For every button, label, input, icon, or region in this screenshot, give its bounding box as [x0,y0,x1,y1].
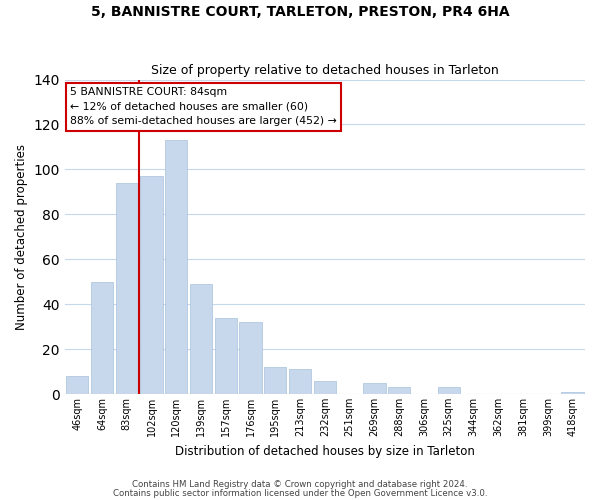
Bar [314,380,336,394]
Bar [116,183,138,394]
Bar [91,282,113,394]
Bar [562,392,584,394]
Bar [264,367,286,394]
Bar [437,388,460,394]
Bar [289,370,311,394]
Bar [165,140,187,394]
Text: Contains public sector information licensed under the Open Government Licence v3: Contains public sector information licen… [113,488,487,498]
Bar [388,388,410,394]
Text: Contains HM Land Registry data © Crown copyright and database right 2024.: Contains HM Land Registry data © Crown c… [132,480,468,489]
Title: Size of property relative to detached houses in Tarleton: Size of property relative to detached ho… [151,64,499,77]
Y-axis label: Number of detached properties: Number of detached properties [15,144,28,330]
Text: 5 BANNISTRE COURT: 84sqm
← 12% of detached houses are smaller (60)
88% of semi-d: 5 BANNISTRE COURT: 84sqm ← 12% of detach… [70,88,337,126]
Bar [215,318,237,394]
Bar [66,376,88,394]
Bar [363,383,386,394]
X-axis label: Distribution of detached houses by size in Tarleton: Distribution of detached houses by size … [175,444,475,458]
Text: 5, BANNISTRE COURT, TARLETON, PRESTON, PR4 6HA: 5, BANNISTRE COURT, TARLETON, PRESTON, P… [91,5,509,19]
Bar [140,176,163,394]
Bar [190,284,212,394]
Bar [239,322,262,394]
